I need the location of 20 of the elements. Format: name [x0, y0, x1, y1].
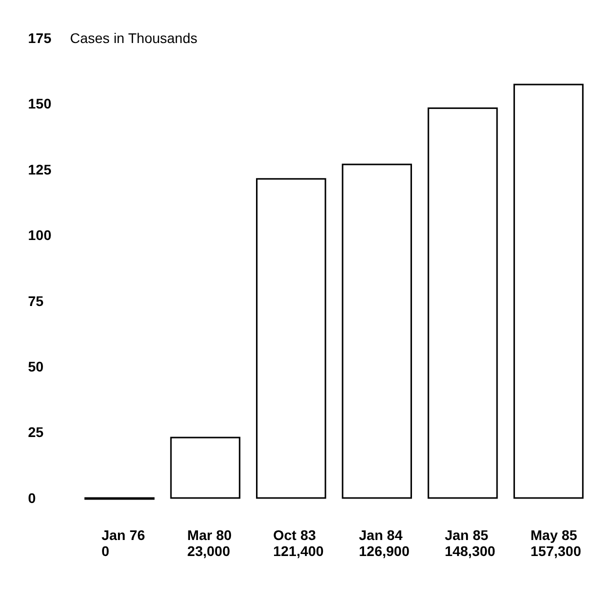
bar	[256, 178, 326, 499]
y-tick-label: 0	[28, 490, 36, 506]
y-tick-label: 175	[28, 30, 52, 46]
y-axis-title: Cases in Thousands	[70, 30, 198, 46]
x-tick-label: Oct 83 121,400	[273, 527, 324, 560]
y-tick-label: 50	[28, 358, 44, 374]
bar	[170, 436, 240, 499]
y-tick-label: 100	[28, 227, 52, 244]
x-tick-label: Jan 76 0	[101, 527, 146, 560]
x-tick-label: Jan 84 126,900	[358, 527, 410, 560]
y-tick-label: 75	[28, 292, 44, 309]
bar	[513, 84, 584, 499]
x-tick-label: Mar 80 23,000	[187, 527, 232, 560]
y-tick-label: 125	[28, 161, 52, 178]
bar	[342, 164, 412, 499]
bar	[428, 107, 498, 499]
x-tick-label: May 85 157,300	[530, 527, 582, 560]
y-tick-label: 25	[28, 424, 44, 440]
x-tick-label: Jan 85 148,300	[444, 527, 496, 560]
y-tick-label: 150	[28, 96, 52, 112]
